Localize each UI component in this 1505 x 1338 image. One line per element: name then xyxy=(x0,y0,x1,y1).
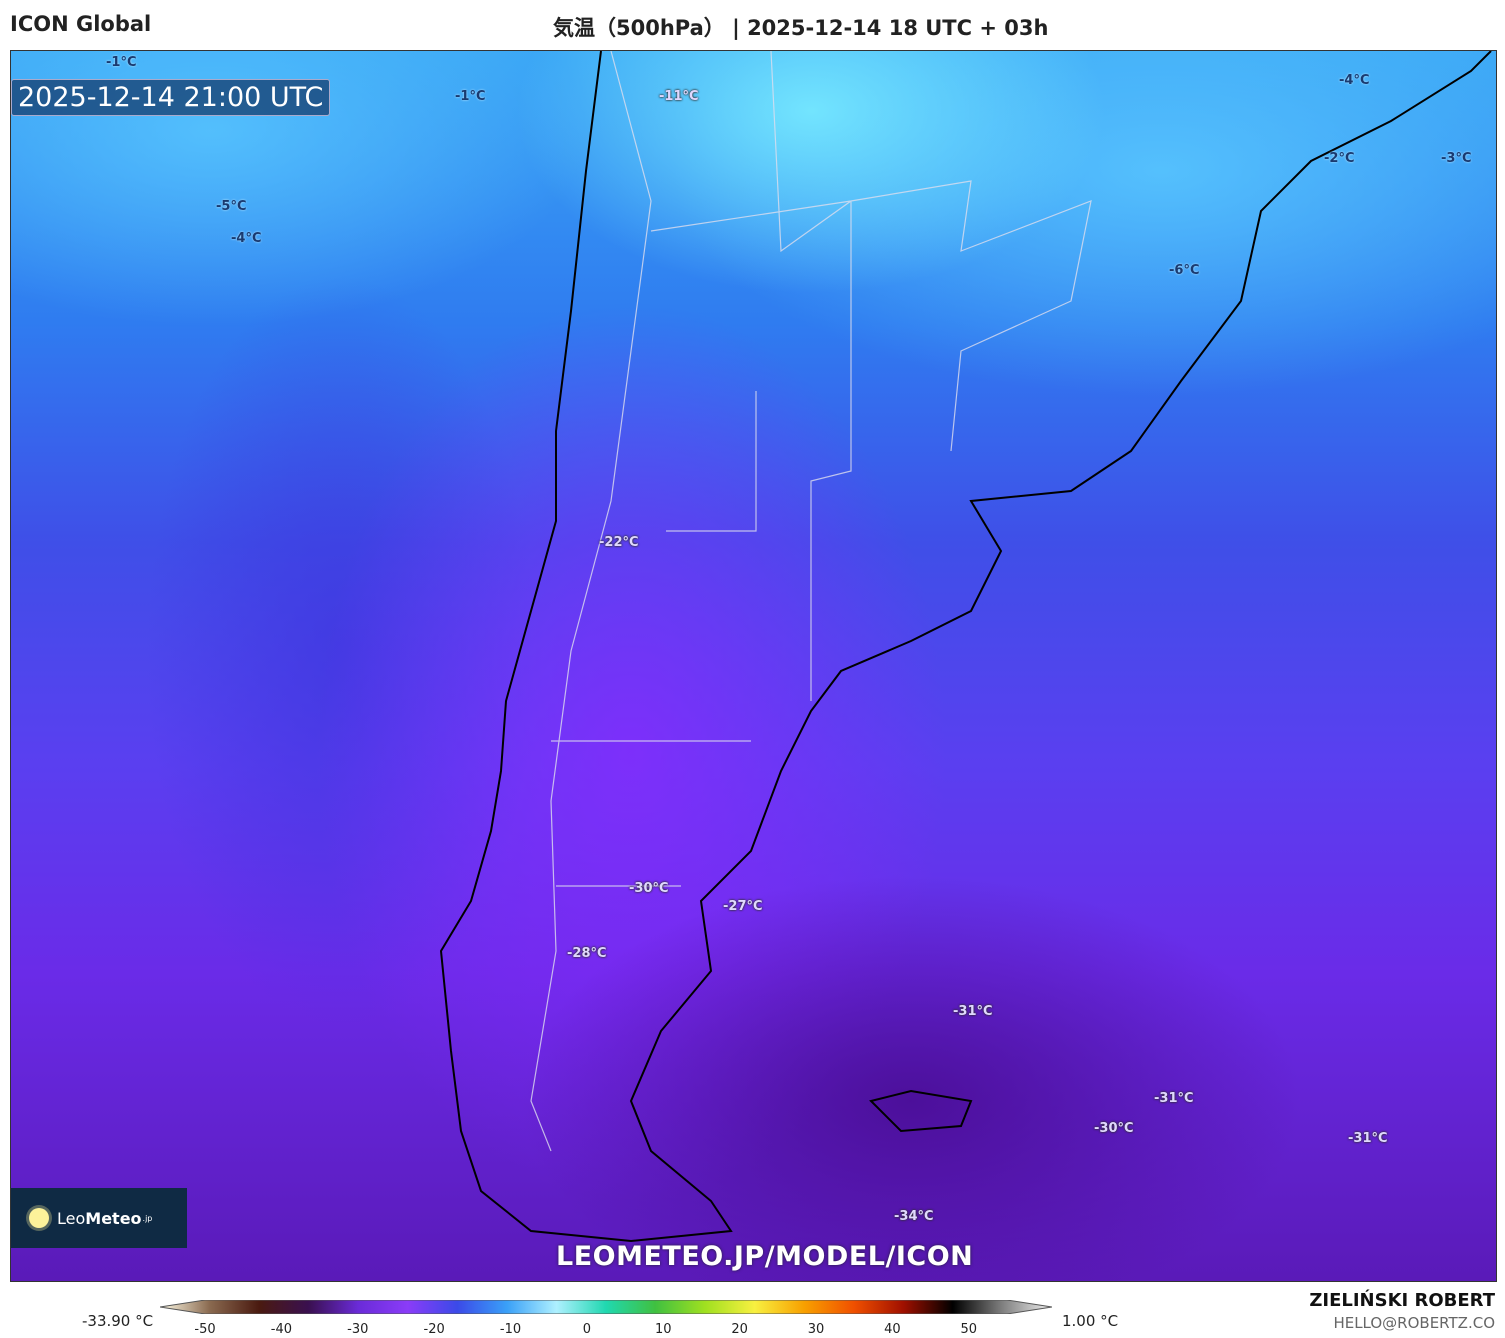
temperature-label: -3°C xyxy=(1441,151,1472,166)
logo-text-bold: Meteo xyxy=(85,1208,142,1228)
temperature-label: -1°C xyxy=(106,55,137,70)
watermark-url: LEOMETEO.JP/MODEL/ICON xyxy=(556,1241,974,1272)
temperature-label: -4°C xyxy=(231,231,262,246)
temperature-label: -27°C xyxy=(723,899,763,914)
temperature-label: -30°C xyxy=(1094,1121,1134,1136)
temperature-label: -34°C xyxy=(894,1209,934,1224)
temperature-map[interactable]: 2025-12-14 21:00 UTC -1°C -1°C -11°C -4°… xyxy=(10,50,1497,1282)
temperature-label: -28°C xyxy=(567,946,607,961)
valid-time-stamp: 2025-12-14 21:00 UTC xyxy=(11,79,331,116)
logo-suffix: .jp xyxy=(142,1213,153,1223)
temperature-label: -4°C xyxy=(1339,73,1370,88)
temperature-label: -30°C xyxy=(629,881,669,896)
model-name: ICON Global xyxy=(10,12,152,36)
author-credit: ZIELIŃSKI ROBERT xyxy=(1309,1290,1495,1311)
min-value: -33.90 °C xyxy=(82,1312,154,1330)
leometeo-logo: Leo Meteo .jp xyxy=(11,1188,187,1248)
chart-title: 気温（500hPa） | 2025-12-14 18 UTC + 03h xyxy=(553,16,1049,40)
temperature-label: -31°C xyxy=(953,1004,993,1019)
temperature-label: -5°C xyxy=(216,199,247,214)
temperature-label: -6°C xyxy=(1169,263,1200,278)
colorbar-tick: 50 xyxy=(960,1322,978,1337)
temperature-label: -2°C xyxy=(1324,151,1355,166)
colorbar-tick: 30 xyxy=(807,1322,825,1337)
sun-icon xyxy=(29,1208,49,1228)
temperature-label: -31°C xyxy=(1154,1091,1194,1106)
coastline-borders xyxy=(439,51,1492,1243)
logo-text: Leo xyxy=(57,1208,86,1228)
colorbar-tick: -50 xyxy=(194,1322,216,1337)
temperature-label: -1°C xyxy=(455,89,486,104)
temperature-label: -11°C xyxy=(659,89,699,104)
colorbar-tick: 20 xyxy=(731,1322,748,1337)
colorbar xyxy=(160,1300,1052,1314)
colorbar-tick: -30 xyxy=(347,1322,369,1337)
colorbar-tick: -10 xyxy=(499,1322,522,1337)
colorbar-tick: -40 xyxy=(270,1322,292,1337)
author-email: HELLO@ROBERTZ.CO xyxy=(1333,1314,1495,1332)
temperature-label: -31°C xyxy=(1348,1131,1388,1146)
max-value: 1.00 °C xyxy=(1062,1312,1119,1330)
temperature-label: -22°C xyxy=(599,535,639,550)
colorbar-tick: 10 xyxy=(655,1322,672,1337)
colorbar-tick: 40 xyxy=(884,1322,901,1337)
colorbar-tick: 0 xyxy=(582,1322,592,1337)
colorbar-tick: -20 xyxy=(423,1322,445,1337)
